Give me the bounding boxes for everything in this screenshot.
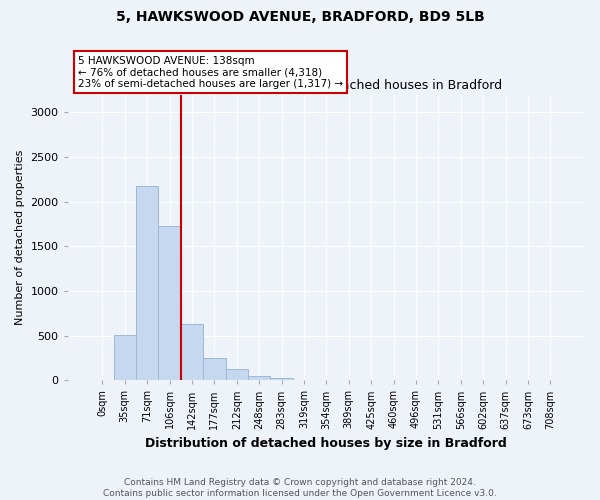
Text: 5 HAWKSWOOD AVENUE: 138sqm
← 76% of detached houses are smaller (4,318)
23% of s: 5 HAWKSWOOD AVENUE: 138sqm ← 76% of deta… <box>78 56 343 89</box>
Y-axis label: Number of detached properties: Number of detached properties <box>15 150 25 325</box>
Bar <box>158 226 181 380</box>
Text: 5, HAWKSWOOD AVENUE, BRADFORD, BD9 5LB: 5, HAWKSWOOD AVENUE, BRADFORD, BD9 5LB <box>116 10 484 24</box>
Bar <box>271 378 293 380</box>
Bar <box>226 368 248 380</box>
Bar <box>136 186 158 380</box>
Bar <box>203 358 226 380</box>
Bar <box>181 324 203 380</box>
X-axis label: Distribution of detached houses by size in Bradford: Distribution of detached houses by size … <box>145 437 507 450</box>
Bar <box>248 376 271 380</box>
Text: Contains HM Land Registry data © Crown copyright and database right 2024.
Contai: Contains HM Land Registry data © Crown c… <box>103 478 497 498</box>
Title: Size of property relative to detached houses in Bradford: Size of property relative to detached ho… <box>150 79 502 92</box>
Bar <box>113 334 136 380</box>
